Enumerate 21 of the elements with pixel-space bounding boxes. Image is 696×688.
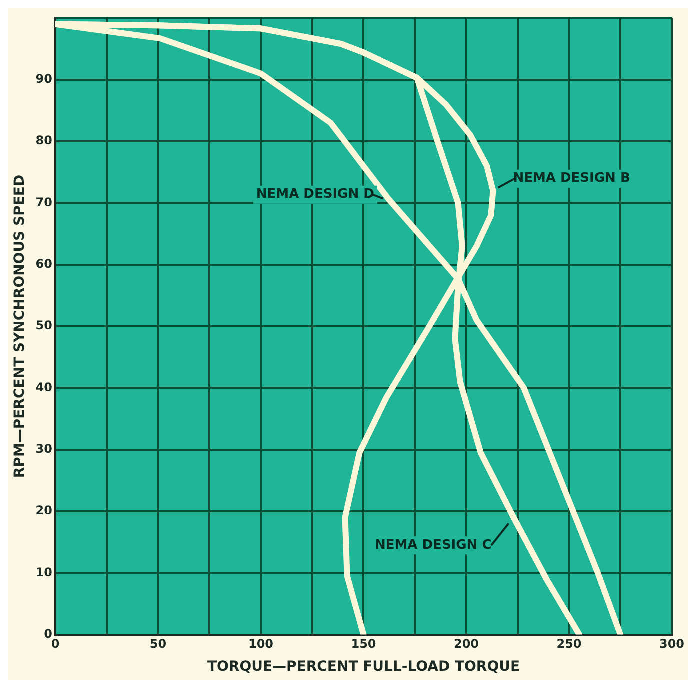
y-tick-label: 0	[44, 626, 52, 641]
x-tick-label: 250	[556, 637, 582, 652]
series-label: NEMA DESIGN B	[513, 171, 630, 186]
y-tick-label: 90	[36, 72, 52, 86]
x-tick-label: 200	[454, 637, 480, 652]
y-tick-label: 70	[36, 195, 52, 210]
y-tick-label: 40	[36, 380, 52, 394]
x-tick-label: 150	[351, 637, 376, 652]
series-label: NEMA DESIGN D	[256, 187, 375, 202]
x-tick-label: 100	[248, 637, 274, 652]
x-tick-label: 300	[659, 637, 685, 652]
y-tick-label: 30	[36, 442, 52, 456]
y-axis-title: RPM—PERCENT SYNCHRONOUS SPEED	[12, 174, 28, 478]
y-tick-label: 80	[36, 134, 52, 148]
y-tick-label: 20	[36, 504, 52, 518]
y-tick-label: 10	[36, 565, 52, 580]
x-tick-label: 50	[150, 637, 167, 652]
text: NEMA DESIGN C	[374, 538, 492, 554]
y-tick-label: 60	[36, 256, 52, 271]
y-tick-label: 50	[36, 318, 52, 333]
x-axis-title: TORQUE—PERCENT FULL-LOAD TORQUE	[207, 659, 520, 676]
